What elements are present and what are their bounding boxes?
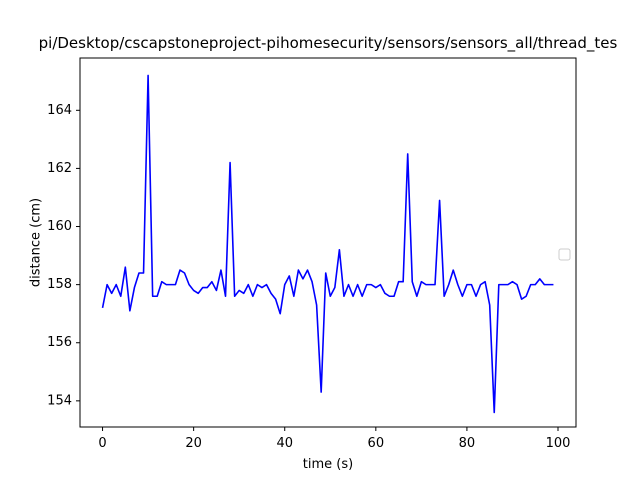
x-tick-label: 20: [185, 436, 202, 451]
x-tick-label: 60: [368, 436, 385, 451]
plot-area: [101, 74, 554, 414]
x-tick-label: 100: [546, 436, 571, 451]
y-tick-label: 156: [47, 335, 72, 350]
y-tick-label: 164: [47, 103, 72, 118]
chart-title: pi/Desktop/cscapstoneproject-pihomesecur…: [39, 34, 618, 53]
x-tick-label: 80: [459, 436, 476, 451]
x-axis-label: time (s): [303, 457, 353, 472]
legend-box: [558, 248, 571, 261]
x-axis: 0 20 40 60 80 100: [98, 427, 570, 451]
axes-frame: [79, 57, 577, 428]
x-tick-label: 40: [276, 436, 293, 451]
x-tick-label: 0: [98, 436, 106, 451]
series-line: [101, 74, 554, 414]
y-axis: 154 156 158 160 162 164: [47, 103, 80, 408]
y-tick-label: 162: [47, 161, 72, 176]
y-tick-label: 158: [47, 277, 72, 292]
y-tick-label: 154: [47, 393, 72, 408]
y-axis-label: distance (cm): [29, 198, 44, 287]
y-tick-label: 160: [47, 219, 72, 234]
